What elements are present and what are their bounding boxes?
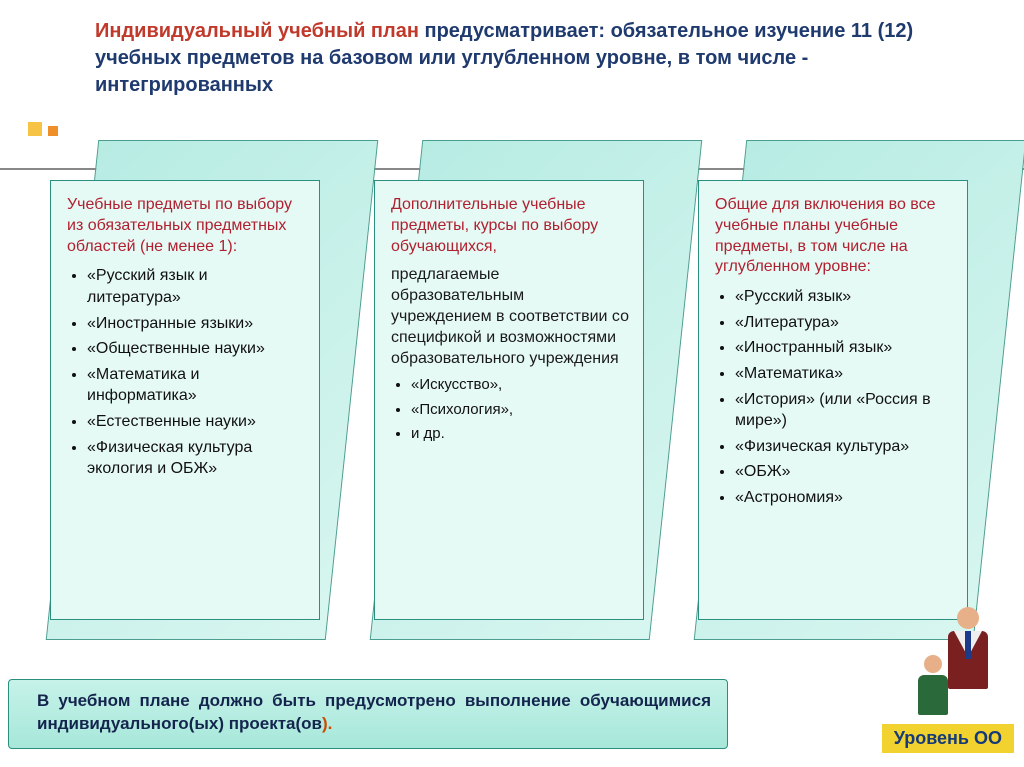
panel-list: «Русский язык и литература» «Иностранные… bbox=[67, 265, 305, 479]
list-item: «Русский язык» bbox=[735, 286, 953, 308]
panel-lead: Дополнительные учебные предметы, курсы п… bbox=[391, 195, 629, 257]
title-red: Индивидуальный учебный план bbox=[95, 20, 424, 42]
list-item: «ОБЖ» bbox=[735, 461, 953, 483]
list-item: «Математика» bbox=[735, 363, 953, 385]
panel-additional-courses: Дополнительные учебные предметы, курсы п… bbox=[374, 140, 670, 645]
slide-title: Индивидуальный учебный план предусматрив… bbox=[0, 0, 1024, 109]
panel-list: «Русский язык» «Литература» «Иностранный… bbox=[715, 286, 953, 508]
panel-lead: Общие для включения во все учебные планы… bbox=[715, 195, 953, 278]
list-item: и др. bbox=[411, 424, 629, 444]
panels-row: Учебные предметы по выбору из обязательн… bbox=[50, 140, 994, 645]
list-item: «Искусство», bbox=[411, 375, 629, 395]
panel-elective-areas: Учебные предметы по выбору из обязательн… bbox=[50, 140, 346, 645]
list-item: «Физическая культура» bbox=[735, 436, 953, 458]
list-item: «Иностранные языки» bbox=[87, 313, 305, 335]
list-item: «Естественные науки» bbox=[87, 411, 305, 433]
list-item: «Психология», bbox=[411, 400, 629, 420]
decor-squares bbox=[28, 122, 86, 142]
panel-lead: Учебные предметы по выбору из обязательн… bbox=[67, 195, 305, 257]
panel-body: предлагаемые образовательным учреждением… bbox=[391, 265, 629, 369]
list-item: «Литература» bbox=[735, 312, 953, 334]
list-item: «Физическая культура экология и ОБЖ» bbox=[87, 437, 305, 480]
footer-highlight: ). bbox=[322, 714, 332, 733]
list-item: «Иностранный язык» bbox=[735, 337, 953, 359]
panel-common-subjects: Общие для включения во все учебные планы… bbox=[698, 140, 994, 645]
list-item: «История» (или «Россия в мире») bbox=[735, 389, 953, 432]
footer-text: В учебном плане должно быть предусмотрен… bbox=[37, 691, 711, 733]
footer-note: В учебном плане должно быть предусмотрен… bbox=[8, 679, 728, 749]
panel-list: «Искусство», «Психология», и др. bbox=[391, 375, 629, 444]
list-item: «Астрономия» bbox=[735, 487, 953, 509]
list-item: «Общественные науки» bbox=[87, 338, 305, 360]
people-icon bbox=[914, 607, 1004, 717]
level-badge: Уровень ОО bbox=[882, 724, 1014, 753]
list-item: «Математика и информатика» bbox=[87, 364, 305, 407]
list-item: «Русский язык и литература» bbox=[87, 265, 305, 308]
